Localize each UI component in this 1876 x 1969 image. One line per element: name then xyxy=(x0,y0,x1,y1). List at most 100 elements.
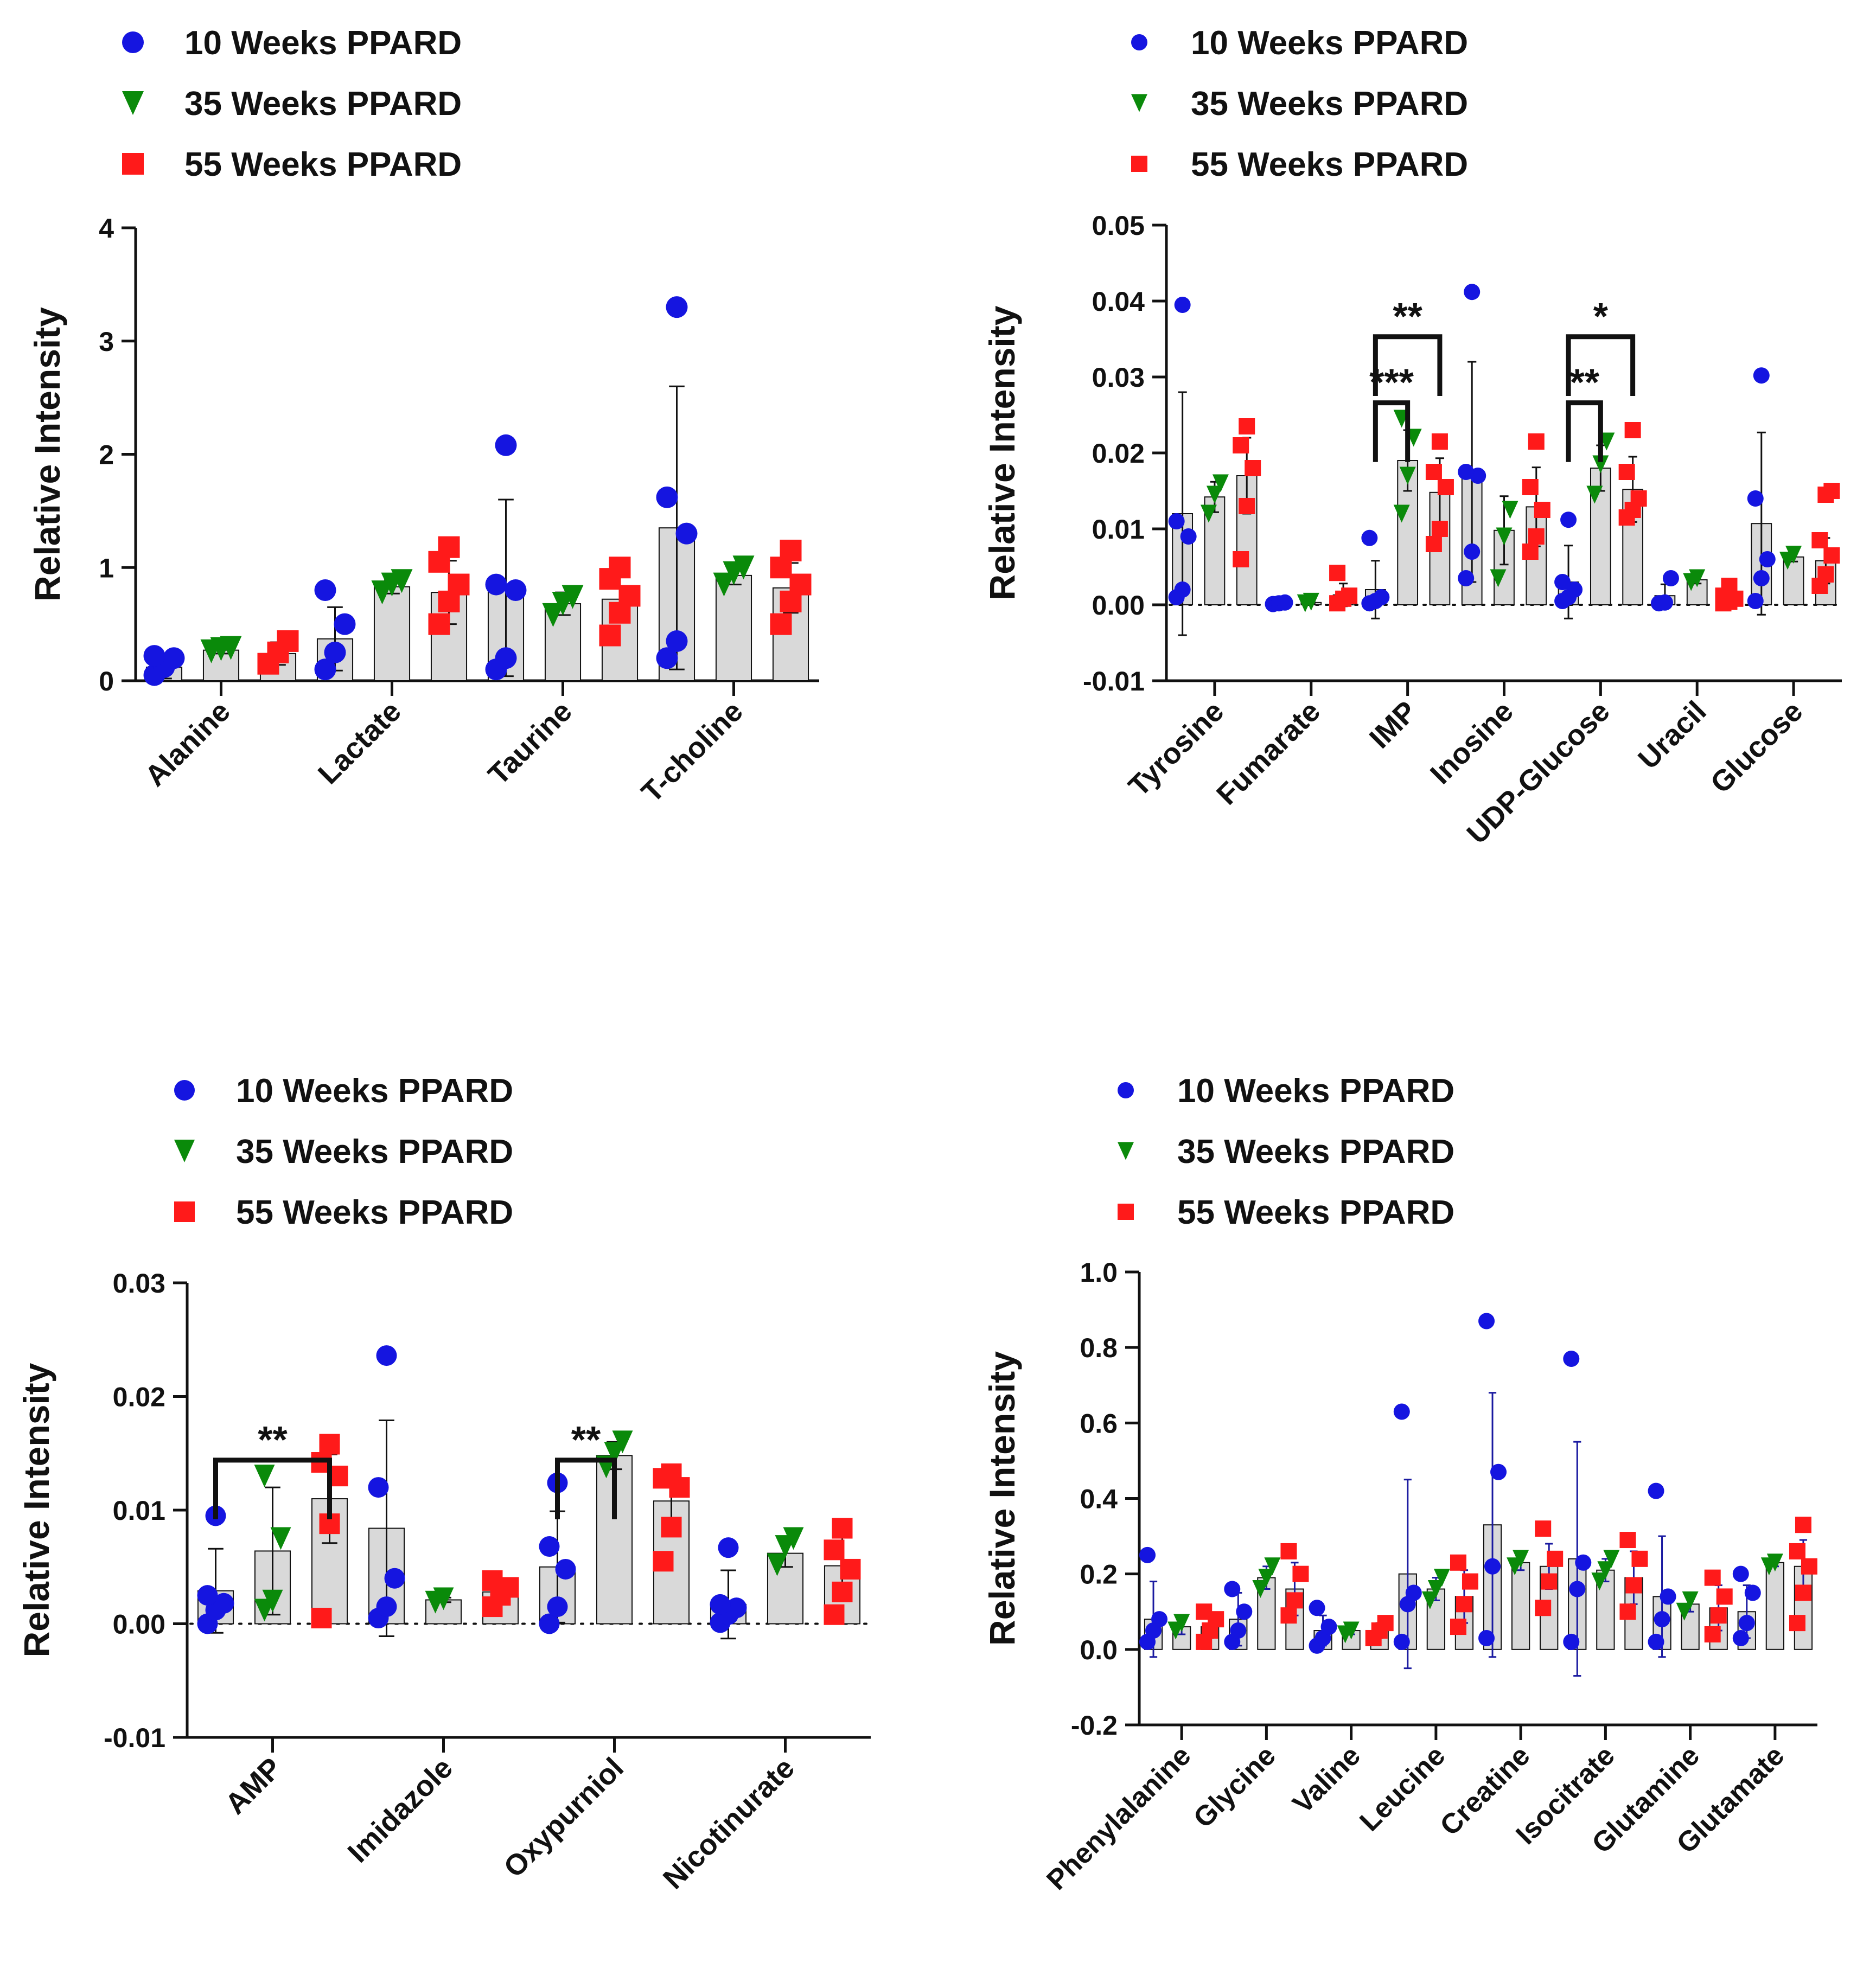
legend-marker-2 xyxy=(122,91,144,115)
data-point xyxy=(1682,1591,1699,1609)
data-point xyxy=(1732,1629,1749,1646)
data-point xyxy=(1689,569,1706,587)
data-point xyxy=(319,1434,340,1455)
data-point xyxy=(334,613,356,635)
data-point xyxy=(1624,422,1641,438)
legend: 10 Weeks PPARD 35 Weeks PPARD 55 Weeks PPA… xyxy=(1118,1072,1454,1231)
significance-bracket: * xyxy=(1566,295,1636,396)
legend: 10 Weeks PPARD 35 Weeks PPARD 55 Weeks PPA… xyxy=(174,1072,513,1231)
x-tick-label: Glucose xyxy=(1704,695,1809,800)
legend-label: 55 Weeks PPARD xyxy=(1191,146,1468,183)
legend-label: 10 Weeks PPARD xyxy=(1177,1072,1454,1110)
data-point xyxy=(1464,284,1481,301)
data-point xyxy=(1484,1558,1501,1575)
x-tick-label: Alanine xyxy=(139,695,237,792)
data-point xyxy=(1433,1569,1450,1587)
data-point xyxy=(656,647,678,669)
data-point xyxy=(213,1593,234,1614)
significance-bracket: *** xyxy=(1369,361,1414,462)
data-point xyxy=(143,645,165,667)
x-tick-label: Taurine xyxy=(482,695,578,791)
data-point xyxy=(1239,498,1255,514)
data-point xyxy=(1535,1520,1552,1537)
data-point xyxy=(485,573,507,596)
data-point xyxy=(1766,1554,1783,1572)
data-point xyxy=(1174,297,1191,313)
significance-label: ** xyxy=(571,1418,601,1461)
data-point xyxy=(1180,528,1197,545)
data-point xyxy=(1569,1581,1586,1597)
data-point xyxy=(1522,544,1539,560)
legend-marker-2 xyxy=(1118,1142,1134,1160)
y-tick-label: 4 xyxy=(99,213,114,244)
y-tick-label: -0.2 xyxy=(1071,1710,1118,1741)
legend-label: 55 Weeks PPARD xyxy=(1177,1194,1454,1231)
panel-A: 10 Weeks PPARD 35 Weeks PPARD 55 Weeks PPA… xyxy=(27,24,819,809)
data-point xyxy=(1252,1580,1269,1598)
x-tick-label: Fumarate xyxy=(1210,695,1326,811)
y-tick-label: 0.4 xyxy=(1080,1484,1118,1514)
data-point xyxy=(1554,574,1571,590)
data-point xyxy=(713,572,735,597)
data-point xyxy=(555,1558,576,1580)
data-point xyxy=(1566,581,1583,598)
x-tick-label: Inosine xyxy=(1424,695,1520,790)
data-point xyxy=(1789,1543,1805,1559)
data-point xyxy=(732,555,755,580)
y-tick-label: 0.03 xyxy=(1092,362,1145,393)
y-tick-label: 1.0 xyxy=(1080,1257,1118,1288)
data-point xyxy=(539,1613,560,1634)
y-tick-label: 3 xyxy=(99,327,114,357)
data-point xyxy=(482,1570,503,1591)
data-point xyxy=(675,522,698,545)
significance-bracket: ** xyxy=(1373,295,1443,396)
data-point xyxy=(495,434,517,456)
data-point xyxy=(1320,1619,1337,1635)
data-point xyxy=(1174,581,1191,598)
data-point xyxy=(718,1537,739,1558)
data-point xyxy=(1458,464,1475,480)
data-point xyxy=(1528,528,1545,545)
data-point xyxy=(1478,1313,1495,1329)
legend-marker-3 xyxy=(1118,1204,1134,1220)
data-point xyxy=(770,613,792,635)
data-point xyxy=(1490,1463,1507,1480)
bracket-line xyxy=(1566,334,1636,396)
data-point xyxy=(1393,504,1410,523)
data-point xyxy=(1625,1577,1642,1594)
data-point xyxy=(1450,1619,1466,1635)
data-point xyxy=(1591,1572,1608,1591)
data-point xyxy=(1535,1600,1552,1616)
y-tick-label: 0.05 xyxy=(1092,210,1145,241)
data-point xyxy=(1541,1573,1558,1590)
data-point xyxy=(270,1527,291,1550)
y-tick-label: 0.01 xyxy=(1092,514,1145,545)
data-point xyxy=(1393,1403,1410,1420)
data-point xyxy=(661,1517,682,1538)
data-point xyxy=(539,1536,560,1557)
data-point xyxy=(1405,1584,1422,1601)
data-point xyxy=(314,579,336,601)
data-point xyxy=(1502,501,1518,519)
data-point xyxy=(1206,485,1223,504)
legend-marker-2 xyxy=(174,1140,195,1162)
legend: 10 Weeks PPARD 35 Weeks PPARD 55 Weeks PPA… xyxy=(1131,24,1468,183)
data-point xyxy=(666,630,688,652)
data-point xyxy=(1233,437,1249,453)
data-point xyxy=(1560,512,1577,528)
data-point xyxy=(220,636,242,660)
x-tick-label: Nicotinurate xyxy=(657,1751,801,1895)
y-tick-label: -0.01 xyxy=(104,1723,165,1753)
data-point xyxy=(1738,1615,1755,1632)
data-point xyxy=(656,486,678,508)
legend-label: 10 Weeks PPARD xyxy=(236,1072,513,1110)
data-point xyxy=(277,630,299,652)
data-point xyxy=(324,641,346,663)
data-point xyxy=(1619,1532,1636,1549)
legend-label: 10 Weeks PPARD xyxy=(184,24,462,62)
data-point xyxy=(1230,1622,1247,1639)
data-point xyxy=(1676,1602,1693,1621)
data-point xyxy=(1196,1603,1213,1620)
data-point xyxy=(561,585,584,609)
data-point xyxy=(1656,594,1673,611)
